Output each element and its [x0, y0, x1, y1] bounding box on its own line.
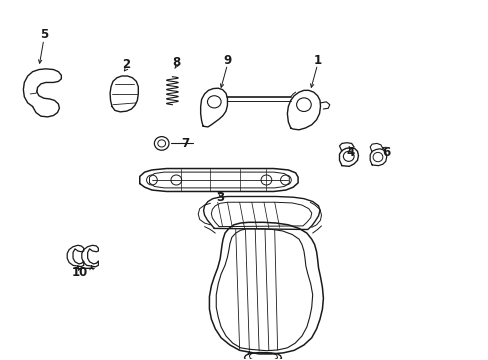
- Text: 3: 3: [216, 191, 224, 204]
- Text: 10: 10: [72, 266, 88, 279]
- Text: 2: 2: [122, 58, 130, 71]
- Text: 6: 6: [382, 145, 390, 158]
- Text: 1: 1: [313, 54, 321, 67]
- Text: 9: 9: [223, 54, 231, 67]
- Text: 5: 5: [40, 28, 48, 41]
- Text: 7: 7: [181, 137, 189, 150]
- Text: 4: 4: [346, 145, 354, 158]
- Text: 8: 8: [172, 56, 180, 69]
